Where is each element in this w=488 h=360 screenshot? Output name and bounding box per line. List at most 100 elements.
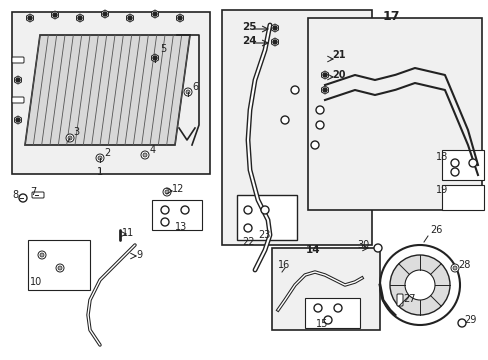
Text: 17: 17 — [382, 10, 400, 23]
Circle shape — [324, 316, 331, 324]
Text: 8: 8 — [12, 190, 18, 200]
Circle shape — [28, 16, 32, 20]
Circle shape — [103, 12, 107, 16]
Bar — [441, 185, 483, 210]
Circle shape — [261, 206, 268, 214]
Circle shape — [452, 266, 456, 270]
Circle shape — [373, 244, 381, 252]
FancyBboxPatch shape — [396, 294, 402, 306]
Circle shape — [272, 40, 276, 44]
Circle shape — [333, 304, 341, 312]
Bar — [12, 12, 209, 174]
Circle shape — [19, 194, 27, 202]
Text: 25: 25 — [242, 22, 256, 32]
Circle shape — [404, 270, 434, 300]
Circle shape — [38, 251, 46, 259]
Text: 9: 9 — [136, 250, 142, 260]
Circle shape — [389, 255, 449, 315]
Polygon shape — [321, 71, 328, 79]
Circle shape — [310, 141, 318, 149]
Text: 26: 26 — [429, 225, 442, 235]
Text: 12: 12 — [172, 184, 184, 194]
Text: 20: 20 — [331, 70, 345, 80]
Circle shape — [244, 224, 251, 232]
Circle shape — [40, 253, 44, 257]
Text: 27: 27 — [402, 294, 415, 304]
Circle shape — [128, 16, 132, 20]
Circle shape — [16, 118, 20, 122]
Circle shape — [163, 188, 171, 196]
Circle shape — [315, 106, 324, 114]
Circle shape — [56, 264, 64, 272]
Circle shape — [78, 16, 82, 20]
Bar — [441, 150, 483, 180]
Bar — [222, 10, 371, 245]
Text: 18: 18 — [435, 152, 447, 162]
Circle shape — [98, 156, 102, 160]
Text: 15: 15 — [315, 319, 328, 329]
Polygon shape — [15, 76, 21, 84]
Circle shape — [66, 134, 74, 142]
Circle shape — [290, 86, 298, 94]
Text: 30: 30 — [356, 240, 368, 250]
Circle shape — [315, 121, 324, 129]
Circle shape — [468, 159, 476, 167]
Circle shape — [68, 136, 72, 140]
Circle shape — [153, 12, 157, 16]
Circle shape — [244, 206, 251, 214]
Text: 29: 29 — [463, 315, 475, 325]
Bar — [28, 240, 90, 290]
Circle shape — [16, 78, 20, 82]
Circle shape — [323, 73, 326, 77]
Circle shape — [153, 56, 157, 60]
Text: 6: 6 — [192, 82, 198, 92]
Bar — [305, 298, 359, 328]
Circle shape — [141, 151, 149, 159]
Bar — [307, 18, 481, 210]
Circle shape — [457, 319, 465, 327]
Polygon shape — [151, 54, 158, 62]
Polygon shape — [321, 86, 328, 94]
Polygon shape — [271, 24, 278, 32]
Circle shape — [142, 153, 147, 157]
Circle shape — [58, 266, 62, 270]
Circle shape — [450, 159, 458, 167]
Polygon shape — [51, 11, 59, 19]
Polygon shape — [77, 14, 83, 22]
Text: 14: 14 — [305, 245, 320, 255]
Polygon shape — [176, 14, 183, 22]
Polygon shape — [151, 10, 158, 18]
Circle shape — [313, 304, 321, 312]
Polygon shape — [126, 14, 133, 22]
Circle shape — [379, 245, 459, 325]
Circle shape — [178, 16, 182, 20]
Circle shape — [183, 88, 192, 96]
Text: 22: 22 — [242, 237, 254, 247]
Text: 21: 21 — [331, 50, 345, 60]
Text: 7: 7 — [30, 187, 36, 197]
Text: 11: 11 — [122, 228, 134, 238]
Polygon shape — [25, 35, 190, 145]
FancyBboxPatch shape — [12, 57, 24, 63]
Circle shape — [185, 90, 190, 94]
Circle shape — [450, 168, 458, 176]
Text: 5: 5 — [160, 44, 166, 54]
Circle shape — [161, 206, 169, 214]
Circle shape — [164, 190, 169, 194]
Circle shape — [323, 88, 326, 92]
Text: 19: 19 — [435, 185, 447, 195]
FancyBboxPatch shape — [32, 192, 44, 198]
Polygon shape — [271, 38, 278, 46]
Polygon shape — [102, 10, 108, 18]
Text: 1: 1 — [97, 167, 103, 177]
Text: 23: 23 — [258, 230, 270, 240]
Text: 24: 24 — [242, 36, 256, 46]
Polygon shape — [26, 14, 33, 22]
Text: 28: 28 — [457, 260, 469, 270]
Bar — [152, 200, 202, 230]
Text: 10: 10 — [30, 277, 42, 287]
Bar — [271, 248, 379, 330]
Text: 2: 2 — [104, 148, 110, 158]
Text: 4: 4 — [150, 145, 156, 155]
Text: 16: 16 — [278, 260, 290, 270]
